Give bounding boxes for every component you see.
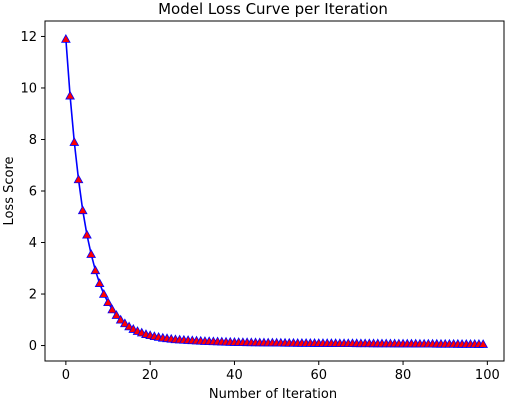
data-point-marker xyxy=(90,265,101,275)
x-tick-label: 40 xyxy=(226,368,243,383)
data-point-marker xyxy=(86,249,97,258)
data-point-marker xyxy=(94,278,105,287)
x-tick-label: 0 xyxy=(62,368,70,383)
y-tick-label: 2 xyxy=(29,288,37,303)
data-point-marker xyxy=(60,34,71,43)
x-tick-label: 60 xyxy=(310,368,327,383)
data-point-marker xyxy=(111,310,122,319)
y-tick-label: 0 xyxy=(29,339,37,354)
data-point-marker xyxy=(107,304,118,314)
y-tick-label: 12 xyxy=(20,30,37,45)
loss-line xyxy=(65,38,484,345)
data-point-marker xyxy=(82,229,92,239)
data-point-marker xyxy=(73,174,84,184)
data-point-marker xyxy=(115,314,126,324)
x-tick-label: 80 xyxy=(395,368,412,383)
data-point-marker xyxy=(103,297,113,307)
y-tick-label: 8 xyxy=(29,133,37,148)
data-point-marker xyxy=(77,205,88,215)
y-tick-label: 10 xyxy=(20,81,37,96)
data-point-marker xyxy=(65,90,75,100)
y-tick-label: 4 xyxy=(29,236,37,251)
x-tick-label: 20 xyxy=(142,368,159,383)
y-axis-label: Loss Score xyxy=(2,156,17,225)
data-point-marker xyxy=(478,339,489,348)
data-point-marker xyxy=(98,289,109,298)
data-point-marker xyxy=(119,318,130,328)
y-tick-label: 6 xyxy=(29,185,37,200)
chart-title: Model Loss Curve per Iteration xyxy=(158,0,388,18)
plot-area: 0 20 40 60 80 100 0 2 4 6 8 10 12 xyxy=(20,20,505,383)
x-axis-label: Number of Iteration xyxy=(209,387,337,401)
data-point-marker xyxy=(69,137,80,146)
x-tick-label: 100 xyxy=(475,368,500,383)
